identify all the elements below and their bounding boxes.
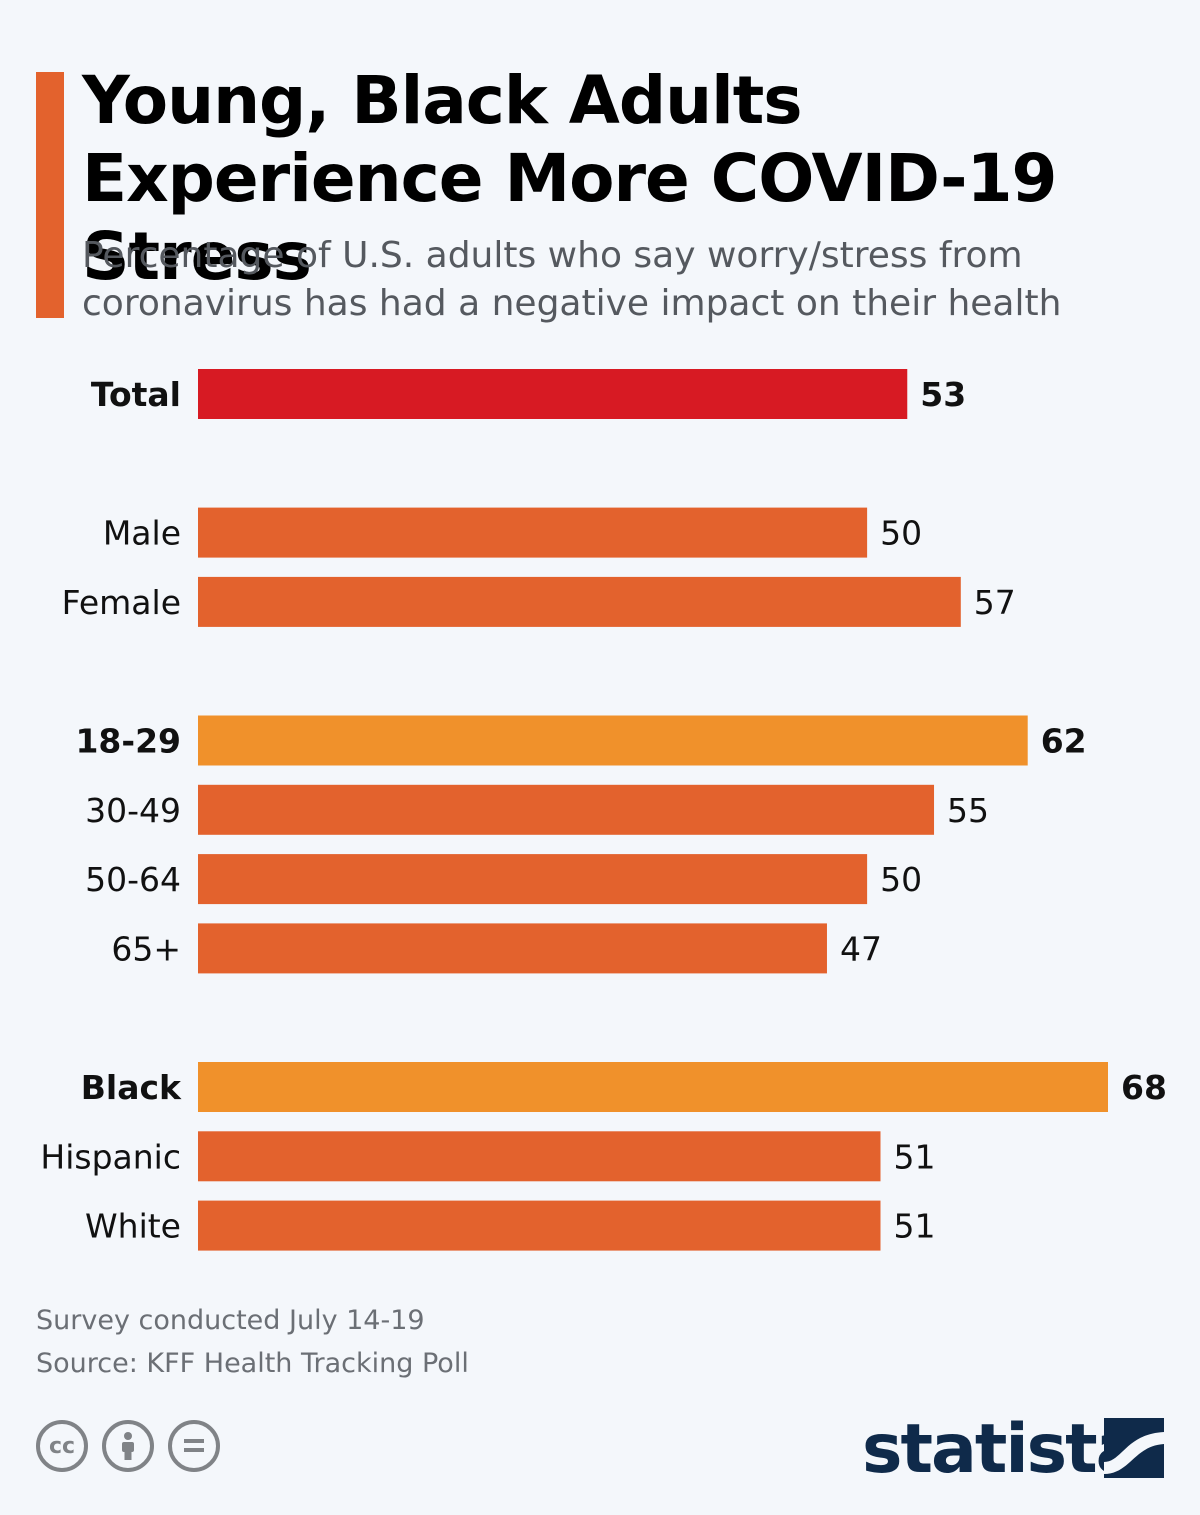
value-label-white: 51: [894, 1207, 936, 1246]
category-label-female: Female: [62, 583, 181, 622]
bar-male: [198, 507, 868, 558]
bar-white: [198, 1200, 881, 1251]
value-label-female: 57: [974, 583, 1016, 622]
bar-chart: Total 53 Male 50 Female 57 18-29 62 30-49 55 50-64…: [40, 369, 1167, 1251]
category-label-18-29: 18-29: [75, 722, 181, 761]
survey-note: Survey conducted July 14-19: [36, 1305, 425, 1336]
bar-65: [198, 923, 827, 974]
equals-glyph: [184, 1439, 204, 1452]
bar-hispanic: [198, 1131, 881, 1182]
category-label-30-49: 30-49: [85, 791, 181, 830]
value-label-18-29: 62: [1041, 722, 1087, 761]
value-label-black: 68: [1121, 1068, 1167, 1107]
bar-black: [198, 1062, 1108, 1112]
value-label-total: 53: [920, 375, 966, 414]
category-label-50-64: 50-64: [85, 860, 181, 899]
category-label-65: 65+: [111, 929, 181, 968]
bar-18-29: [198, 715, 1028, 766]
value-label-male: 50: [880, 514, 922, 553]
cc-icon[interactable]: cc: [36, 1420, 88, 1472]
value-label-hispanic: 51: [894, 1137, 936, 1176]
category-label-black: Black: [81, 1068, 182, 1107]
statista-logo-icon[interactable]: [1104, 1418, 1164, 1478]
license-icons: cc: [36, 1420, 220, 1472]
attribution-icon[interactable]: [102, 1420, 154, 1472]
value-label-50-64: 50: [880, 860, 922, 899]
bar-total: [198, 369, 908, 419]
chart-title: Young, Black Adults Experience More COVI…: [82, 62, 1057, 295]
bar-30-49: [198, 784, 935, 835]
title-accent-bar: [36, 72, 64, 318]
category-label-hispanic: Hispanic: [40, 1137, 181, 1176]
bar-50-64: [198, 854, 868, 905]
bar-female: [198, 576, 961, 627]
no-derivatives-icon[interactable]: [168, 1420, 220, 1472]
category-label-male: Male: [103, 514, 181, 553]
person-glyph: [122, 1432, 134, 1460]
value-label-65: 47: [840, 929, 882, 968]
source-note: Source: KFF Health Tracking Poll: [36, 1348, 469, 1379]
category-label-white: White: [85, 1207, 181, 1246]
chart-subtitle: Percentage of U.S. adults who say worry/…: [82, 235, 1062, 324]
category-label-total: Total: [91, 375, 181, 414]
statista-logo-text[interactable]: statista: [862, 1410, 1142, 1489]
value-label-30-49: 55: [947, 791, 989, 830]
